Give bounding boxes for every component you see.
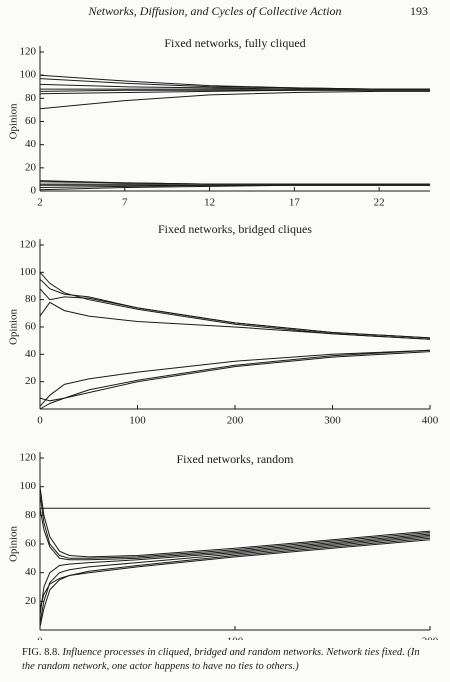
y-tick-label: 0 <box>31 185 37 197</box>
opinion-line <box>39 508 431 561</box>
opinion-line <box>39 351 431 402</box>
y-tick-label: 100 <box>20 480 37 492</box>
y-axis-label: Opinion <box>8 525 20 562</box>
opinion-line <box>39 486 431 558</box>
opinion-line <box>39 301 431 340</box>
opinion-line <box>39 78 430 90</box>
chart-title: Fixed networks, fully cliqued <box>164 36 305 50</box>
y-tick-label: 20 <box>25 595 37 607</box>
x-tick-label: 200 <box>422 636 439 640</box>
y-tick-label: 80 <box>25 293 37 305</box>
y-tick-label: 40 <box>25 566 37 578</box>
opinion-line <box>39 89 430 95</box>
caption-text: Influence processes in cliqued, bridged … <box>22 647 420 672</box>
x-tick-label: 2 <box>37 197 43 209</box>
opinion-line <box>39 278 431 339</box>
opinion-line <box>39 90 430 110</box>
chart-title: Fixed networks, random <box>177 452 295 466</box>
y-tick-label: 20 <box>25 161 37 173</box>
x-tick-label: 0 <box>37 415 43 427</box>
y-tick-label: 80 <box>25 509 37 521</box>
opinion-line <box>39 349 431 407</box>
y-tick-label: 40 <box>25 138 37 150</box>
x-tick-label: 0 <box>37 636 43 640</box>
x-tick-label: 100 <box>129 415 146 427</box>
y-tick-label: 100 <box>20 69 37 81</box>
figure-caption: FIG. 8.8. Influence processes in cliqued… <box>22 646 432 674</box>
y-tick-label: 20 <box>25 375 37 387</box>
opinion-line <box>39 534 431 616</box>
y-tick-label: 80 <box>25 92 37 104</box>
x-tick-label: 17 <box>289 197 301 209</box>
x-tick-label: 300 <box>324 415 341 427</box>
x-tick-label: 400 <box>422 415 439 427</box>
opinion-line <box>39 349 431 410</box>
x-tick-label: 200 <box>227 415 244 427</box>
x-tick-label: 100 <box>227 636 244 640</box>
opinion-line <box>39 493 431 559</box>
y-tick-label: 100 <box>20 266 37 278</box>
y-axis-label: Opinion <box>8 308 20 345</box>
x-tick-label: 7 <box>122 197 128 209</box>
x-tick-label: 12 <box>204 197 215 209</box>
opinion-line <box>39 184 430 191</box>
y-tick-label: 120 <box>20 46 37 58</box>
page-number: 193 <box>410 4 428 18</box>
opinion-line <box>39 271 431 340</box>
y-tick-label: 120 <box>20 452 37 464</box>
running-head: Networks, Diffusion, and Cycles of Colle… <box>87 4 341 18</box>
x-tick-label: 22 <box>374 197 385 209</box>
y-tick-label: 40 <box>25 348 37 360</box>
opinion-line <box>39 288 431 339</box>
y-tick-label: 60 <box>25 321 37 333</box>
caption-label: FIG. 8.8. <box>22 647 60 658</box>
chart-title: Fixed networks, bridged cliques <box>158 222 312 236</box>
opinion-line <box>39 536 431 623</box>
page-figures: Networks, Diffusion, and Cycles of Colle… <box>8 4 439 640</box>
y-tick-label: 60 <box>25 538 37 550</box>
y-axis-label: Opinion <box>8 103 20 140</box>
opinion-line <box>39 539 431 609</box>
opinion-line <box>39 537 431 628</box>
y-tick-label: 60 <box>25 115 37 127</box>
y-tick-label: 120 <box>20 239 37 251</box>
